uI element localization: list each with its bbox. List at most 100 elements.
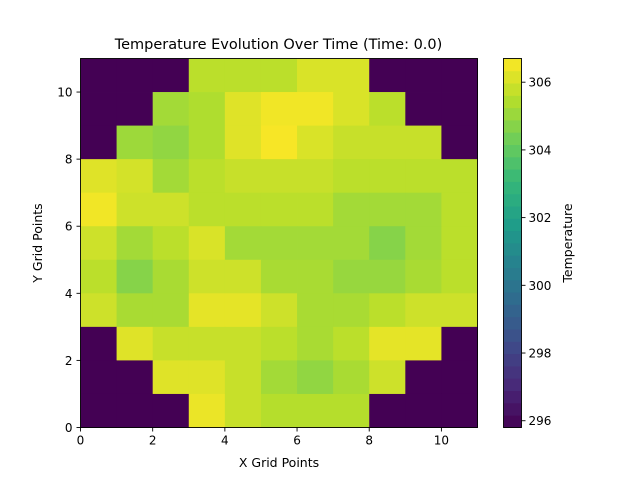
colorbar	[503, 58, 522, 428]
heatmap-cell	[405, 259, 442, 294]
heatmap-cell	[297, 259, 334, 294]
x-axis-label: X Grid Points	[239, 455, 319, 470]
colorbar-segment	[503, 144, 522, 158]
colorbar-segment	[503, 156, 522, 170]
x-tick-label: 8	[365, 434, 373, 448]
heatmap-cell	[405, 360, 442, 395]
heatmap-cell	[369, 92, 406, 126]
y-tick-label: 8	[65, 153, 73, 167]
heatmap-cell	[152, 259, 190, 294]
heatmap-cell	[116, 159, 154, 194]
colorbar-segment	[503, 193, 522, 207]
colorbar-tick-label: 296	[529, 414, 552, 428]
heatmap-cell	[80, 259, 117, 294]
heatmap-cell	[297, 293, 334, 328]
heatmap-cell	[152, 92, 190, 126]
heatmap-cell	[333, 159, 370, 194]
heatmap-cell	[224, 393, 262, 428]
colorbar-segment	[503, 267, 522, 281]
heatmap-cell	[441, 393, 478, 428]
heatmap-cell	[441, 192, 478, 227]
colorbar-segment	[503, 366, 522, 379]
y-tick-label: 4	[65, 287, 73, 301]
heatmap-cell	[333, 326, 370, 361]
heatmap-cell	[80, 92, 117, 126]
heatmap-cell	[405, 192, 442, 227]
heatmap-cell	[369, 125, 406, 160]
x-tick-label: 4	[221, 434, 229, 448]
heatmap-cell	[80, 326, 117, 361]
heatmap-cell	[224, 259, 262, 294]
heatmap-cell	[405, 326, 442, 361]
colorbar-segment	[503, 353, 522, 367]
colorbar-tick-label: 302	[529, 211, 552, 225]
heatmap-cell	[260, 360, 298, 395]
colorbar-segment	[503, 70, 522, 84]
heatmap-cell	[405, 125, 442, 160]
heatmap-cell	[333, 192, 370, 227]
heatmap-cell	[369, 192, 406, 227]
heatmap-cell	[369, 293, 406, 328]
heatmap-cell	[116, 58, 154, 93]
colorbar-segment	[503, 169, 522, 182]
y-tick-label: 6	[65, 220, 73, 234]
heatmap-cell	[441, 159, 478, 194]
heatmap-cell	[333, 259, 370, 294]
heatmap-cell	[441, 125, 478, 160]
heatmap-cell	[188, 58, 226, 93]
heatmap-cell	[80, 360, 117, 395]
heatmap-cell	[152, 326, 190, 361]
heatmap-cell	[224, 293, 262, 328]
heatmap-cell	[260, 293, 298, 328]
heatmap-cell	[441, 58, 478, 93]
heatmap-cell	[116, 125, 154, 160]
heatmap-cell	[188, 159, 226, 194]
heatmap-cell	[333, 125, 370, 160]
heatmap-cell	[405, 293, 442, 328]
colorbar-frame	[503, 58, 522, 428]
colorbar-segment	[503, 58, 522, 72]
heatmap-cell	[188, 259, 226, 294]
colorbar-segment	[503, 218, 522, 232]
heatmap-cell	[441, 360, 478, 395]
heatmap-cell	[260, 159, 298, 194]
heatmap-cell	[260, 259, 298, 294]
colorbar-segment	[503, 316, 522, 330]
colorbar-segment	[503, 402, 522, 416]
heatmap-cell	[116, 326, 154, 361]
heatmap-cell	[152, 125, 190, 160]
heatmap-cell	[297, 159, 334, 194]
heatmap-cell	[260, 125, 298, 160]
heatmap-cell	[260, 192, 298, 227]
colorbar-segment	[503, 120, 522, 133]
heatmap-cell	[188, 293, 226, 328]
heatmap-cell	[369, 326, 406, 361]
heatmap-cell	[333, 58, 370, 93]
heatmap-cell	[260, 393, 298, 428]
heatmap-cell	[188, 393, 226, 428]
heatmap-cell	[405, 226, 442, 261]
colorbar-segment	[503, 304, 522, 318]
colorbar-tick-label: 306	[529, 76, 552, 90]
heatmap-cell	[297, 58, 334, 93]
colorbar-tick-label: 298	[529, 347, 552, 361]
x-tick-label: 10	[434, 434, 449, 448]
colorbar-tick-label: 304	[529, 143, 552, 157]
colorbar-segment	[503, 415, 522, 428]
heatmap-cell	[224, 326, 262, 361]
colorbar-segment	[503, 341, 522, 355]
heatmap-cell	[116, 92, 154, 126]
colorbar-segment	[503, 206, 522, 219]
colorbar-segment	[503, 255, 522, 268]
heatmap-cell	[188, 326, 226, 361]
heatmap-cell	[152, 360, 190, 395]
y-tick-label: 10	[57, 86, 72, 100]
y-tick-label: 0	[65, 421, 73, 435]
heatmap-cell	[152, 293, 190, 328]
heatmap-cell	[369, 259, 406, 294]
heatmap-cell	[152, 393, 190, 428]
heatmap-cells	[80, 58, 478, 428]
colorbar-segment	[503, 107, 522, 121]
heatmap-cell	[297, 92, 334, 126]
